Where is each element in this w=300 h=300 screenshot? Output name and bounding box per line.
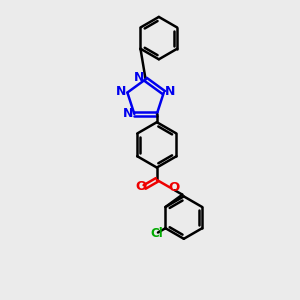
Text: N: N (116, 85, 126, 98)
Text: O: O (135, 181, 146, 194)
Text: N: N (123, 107, 133, 120)
Text: Cl: Cl (151, 227, 164, 240)
Text: N: N (134, 71, 144, 84)
Text: N: N (165, 85, 175, 98)
Text: O: O (168, 181, 179, 194)
